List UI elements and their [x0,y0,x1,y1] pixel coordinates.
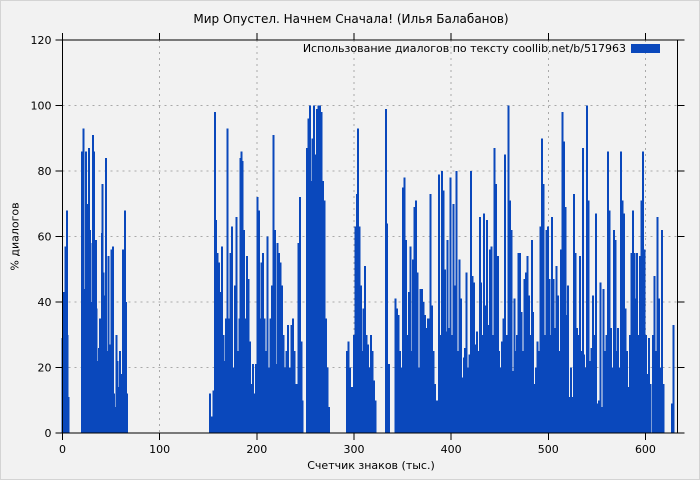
svg-text:120: 120 [31,34,52,47]
svg-text:300: 300 [343,443,364,456]
svg-text:0: 0 [59,443,66,456]
y-axis-label: % диалогов [8,202,22,271]
legend-swatch [631,44,660,53]
svg-text:0: 0 [45,427,52,440]
svg-text:40: 40 [38,296,52,309]
svg-text:80: 80 [38,165,52,178]
chart-title: Мир Опустел. Начнем Сначала! (Илья Балаб… [193,12,509,26]
svg-text:600: 600 [635,443,656,456]
svg-text:500: 500 [538,443,559,456]
x-axis-label: Счетчик знаков (тыс.) [307,459,435,472]
legend: Использование диалогов по тексту coollib… [303,42,660,55]
svg-text:200: 200 [246,443,267,456]
svg-text:60: 60 [38,231,52,244]
legend-label: Использование диалогов по тексту coollib… [302,42,626,55]
svg-text:100: 100 [149,443,170,456]
svg-text:20: 20 [38,362,52,375]
svg-text:100: 100 [31,100,52,113]
svg-text:400: 400 [441,443,462,456]
